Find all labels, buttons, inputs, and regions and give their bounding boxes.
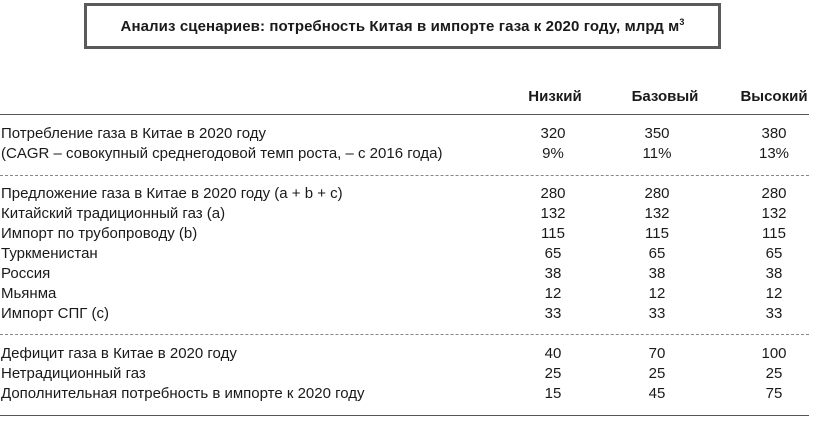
row-label: Дефицит газа в Китае в 2020 году xyxy=(1,345,237,362)
cell-high: 100 xyxy=(761,345,787,362)
table-row: Китайский традиционный газ (a) 132 132 1… xyxy=(0,204,820,224)
table-row: Предложение газа в Китае в 2020 году (a … xyxy=(0,184,820,204)
cell-high: 33 xyxy=(765,305,783,322)
section-divider xyxy=(0,334,809,335)
cell-low: 12 xyxy=(544,285,562,302)
cell-high: 280 xyxy=(761,185,787,202)
row-label: Туркменистан xyxy=(1,245,98,262)
header-divider xyxy=(0,114,809,115)
row-label: (CAGR – совокупный среднегодовой темп ро… xyxy=(1,145,443,162)
row-label: Предложение газа в Китае в 2020 году (a … xyxy=(1,185,343,202)
cell-low: 38 xyxy=(544,265,562,282)
table-row: Импорт по трубопроводу (b) 115 115 115 xyxy=(0,224,820,244)
row-label: Нетрадиционный газ xyxy=(1,365,146,382)
cell-high: 13% xyxy=(758,145,790,162)
table-title: Анализ сценариев: потребность Китая в им… xyxy=(120,16,685,35)
table-row: Дефицит газа в Китае в 2020 году 40 70 1… xyxy=(0,344,820,364)
row-label: Импорт СПГ (c) xyxy=(1,305,110,322)
row-label: Россия xyxy=(1,265,51,282)
table-row: Нетрадиционный газ 25 25 25 xyxy=(0,364,820,384)
section-divider xyxy=(0,175,809,176)
table-row: Импорт СПГ (c) 33 33 33 xyxy=(0,304,820,324)
cell-base: 45 xyxy=(648,385,666,402)
row-label: Импорт по трубопроводу (b) xyxy=(1,225,198,242)
cell-base: 25 xyxy=(648,365,666,382)
cell-base: 33 xyxy=(648,305,666,322)
cell-base: 280 xyxy=(644,185,670,202)
table-row: Туркменистан 65 65 65 xyxy=(0,244,820,264)
row-label: Мьянма xyxy=(1,285,57,302)
table-row: Россия 38 38 38 xyxy=(0,264,820,284)
cell-low: 132 xyxy=(540,205,566,222)
column-header-low: Низкий xyxy=(528,88,582,105)
cell-low: 65 xyxy=(544,245,562,262)
cell-base: 115 xyxy=(645,225,669,242)
table-row: Дополнительная потребность в импорте к 2… xyxy=(0,384,820,404)
cell-base: 12 xyxy=(648,285,666,302)
cell-low: 320 xyxy=(540,125,566,142)
table-title-superscript: 3 xyxy=(679,16,685,27)
row-label: Китайский традиционный газ (a) xyxy=(1,205,226,222)
cell-low: 280 xyxy=(540,185,566,202)
cell-base: 65 xyxy=(648,245,666,262)
cell-high: 132 xyxy=(761,205,787,222)
table-row: Мьянма 12 12 12 xyxy=(0,284,820,304)
table-bottom-rule xyxy=(0,415,809,416)
cell-base: 38 xyxy=(648,265,666,282)
table-row: Потребление газа в Китае в 2020 году 320… xyxy=(0,124,820,144)
table-title-text: Анализ сценариев: потребность Китая в им… xyxy=(120,17,680,35)
cell-low: 15 xyxy=(544,385,562,402)
cell-high: 25 xyxy=(765,365,783,382)
cell-base: 70 xyxy=(648,345,666,362)
cell-high: 380 xyxy=(761,125,787,142)
row-label: Потребление газа в Китае в 2020 году xyxy=(1,125,266,142)
cell-low: 9% xyxy=(542,145,564,162)
cell-high: 12 xyxy=(765,285,783,302)
cell-high: 38 xyxy=(765,265,783,282)
cell-low: 40 xyxy=(544,345,562,362)
table-row: (CAGR – совокупный среднегодовой темп ро… xyxy=(0,144,820,164)
column-header-base: Базовый xyxy=(631,88,699,105)
cell-high: 65 xyxy=(765,245,783,262)
cell-high: 75 xyxy=(765,385,783,402)
cell-low: 115 xyxy=(541,225,565,242)
cell-low: 33 xyxy=(544,305,562,322)
row-label: Дополнительная потребность в импорте к 2… xyxy=(1,385,365,402)
column-header-high: Высокий xyxy=(740,88,808,105)
cell-base: 350 xyxy=(644,125,670,142)
cell-base: 132 xyxy=(644,205,670,222)
cell-low: 25 xyxy=(544,365,562,382)
cell-high: 115 xyxy=(762,225,786,242)
cell-base: 11% xyxy=(642,145,672,162)
title-box: Анализ сценариев: потребность Китая в им… xyxy=(84,3,721,49)
